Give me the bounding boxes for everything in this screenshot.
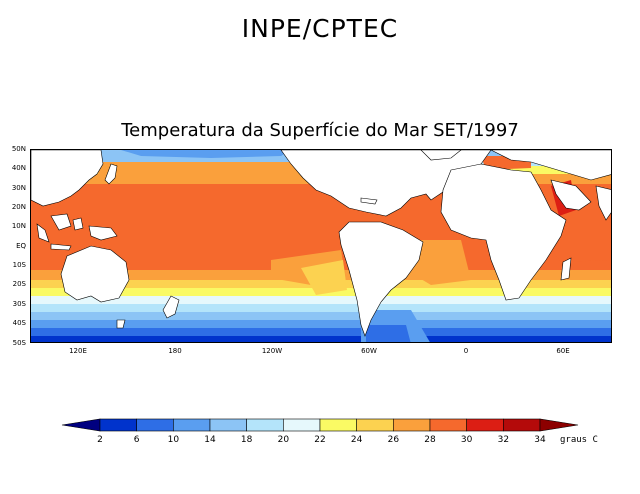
colorbar-tick-label: 14 — [204, 435, 216, 445]
colorbar-box — [356, 418, 394, 432]
java — [50, 243, 72, 251]
greenland — [420, 150, 462, 161]
band-southern-ocean — [31, 328, 611, 336]
lat-label-50n: 50N — [11, 145, 26, 153]
colorbar-box — [503, 418, 541, 432]
colorbar-tick-label: 20 — [277, 435, 290, 445]
band-antarctic — [31, 336, 611, 342]
colorbar-box — [466, 418, 504, 432]
colorbar-tick-label: 34 — [534, 435, 546, 445]
colorbar-tick-label: 26 — [387, 435, 400, 445]
lat-label-40s: 40S — [12, 319, 26, 327]
band-south-cold — [31, 312, 611, 320]
colorbar-box — [136, 418, 174, 432]
colorbar-tick-label: 10 — [167, 435, 180, 445]
madagascar — [560, 257, 572, 281]
lat-label-40n: 40N — [11, 164, 26, 172]
lat-label-10s: 10S — [12, 261, 26, 269]
colorbar — [61, 418, 579, 432]
japan — [104, 163, 118, 185]
band-south-pale — [31, 296, 611, 304]
colorbar-tick-label: 28 — [424, 435, 436, 445]
colorbar-box — [393, 418, 431, 432]
colorbar-unit-label: graus C — [560, 435, 598, 445]
borneo — [50, 213, 72, 231]
east-pacific-cool-tongue — [301, 260, 347, 295]
colorbar-tick-label: 6 — [133, 435, 140, 445]
australia — [60, 245, 130, 303]
lon-label-60w: 60W — [361, 347, 377, 355]
lat-label-eq: EQ — [16, 242, 26, 250]
drake-passage-colder — [366, 325, 411, 342]
colorbar-box — [319, 418, 357, 432]
lon-label-180: 180 — [168, 347, 182, 355]
lon-label-120e: 120E — [69, 347, 87, 355]
colorbar-box — [429, 418, 467, 432]
colorbar-lower-triangle — [61, 418, 101, 432]
lat-label-30n: 30N — [11, 184, 26, 192]
colorbar-tick-label: 30 — [460, 435, 473, 445]
arabian-peninsula — [550, 179, 592, 211]
colorbar-tick-label: 22 — [314, 435, 326, 445]
colorbar-box — [173, 418, 211, 432]
lat-label-50s: 50S — [12, 339, 26, 347]
caribbean-islands — [360, 197, 378, 205]
lon-label-120w: 120W — [261, 347, 283, 355]
lon-label-60e: 60E — [556, 347, 570, 355]
lon-label-0: 0 — [463, 347, 469, 355]
lat-label-20s: 20S — [12, 280, 26, 288]
lat-label-30s: 30S — [12, 300, 26, 308]
organization-title: INPE/CPTEC — [241, 14, 399, 43]
north-pacific-warm-band — [91, 162, 341, 182]
land-masses — [31, 150, 611, 337]
colorbar-box — [209, 418, 247, 432]
south-atlantic-warm — [406, 240, 471, 285]
colorbar-tick-label: 24 — [350, 435, 363, 445]
south-america — [338, 221, 424, 337]
colorbar-box — [246, 418, 284, 432]
eurasia-north — [490, 150, 611, 181]
colorbar-box — [99, 418, 137, 432]
colorbar-tick-label: 32 — [497, 435, 510, 445]
india — [595, 185, 611, 221]
colorbar-box — [283, 418, 321, 432]
colorbar-upper-triangle — [539, 418, 579, 432]
band-south-colder — [31, 320, 611, 328]
band-south-cool — [31, 304, 611, 312]
africa — [440, 163, 567, 301]
north-pacific-colder — [121, 150, 291, 158]
lat-label-20n: 20N — [11, 203, 26, 211]
colorbar-tick-label: 2 — [97, 435, 103, 445]
tasmania — [116, 319, 126, 329]
sst-map — [30, 149, 612, 343]
map-title: Temperatura da Superfície do Mar SET/199… — [121, 120, 519, 141]
sulawesi — [72, 217, 84, 231]
sst-map-graphic — [31, 150, 611, 342]
east-asia — [31, 150, 104, 207]
new-guinea — [88, 225, 118, 241]
colorbar-tick-label: 18 — [240, 435, 253, 445]
new-zealand — [162, 295, 180, 319]
sumatra — [36, 223, 50, 243]
lat-label-10n: 10N — [11, 222, 26, 230]
